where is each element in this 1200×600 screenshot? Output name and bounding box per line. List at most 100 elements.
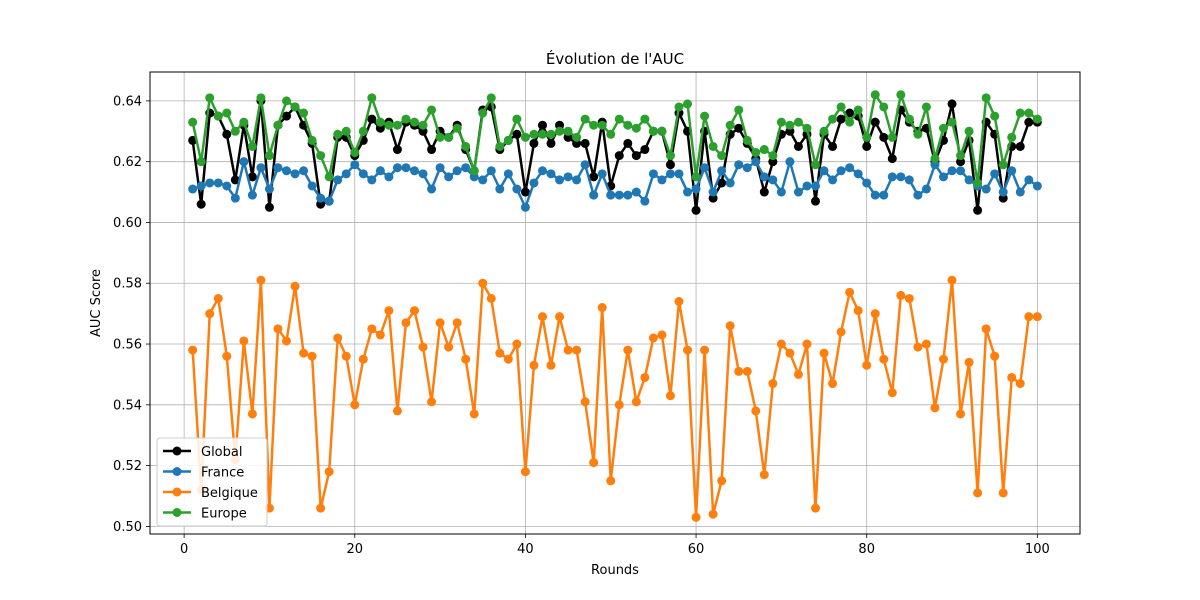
data-point-france	[657, 175, 667, 185]
data-point-france	[503, 169, 513, 179]
data-point-europe	[631, 123, 641, 133]
axes-frame	[149, 71, 1081, 535]
series-line-europe	[191, 93, 1039, 185]
data-point-belgique	[973, 488, 983, 498]
data-point-belgique	[879, 354, 889, 364]
data-point-europe	[648, 126, 658, 136]
data-point-europe	[188, 117, 198, 127]
data-point-france	[665, 169, 675, 179]
data-point-belgique	[384, 306, 394, 316]
data-point-belgique	[350, 400, 360, 410]
data-point-france	[427, 184, 437, 194]
data-point-belgique	[478, 278, 488, 288]
data-point-belgique	[546, 360, 556, 370]
data-point-belgique	[435, 318, 445, 328]
legend-label-belgique: Belgique	[201, 486, 258, 501]
data-point-belgique	[1032, 312, 1042, 322]
data-point-europe	[537, 129, 547, 139]
data-point-belgique	[683, 345, 693, 355]
y-tick-label: 0.62	[113, 155, 142, 170]
data-point-global	[529, 138, 539, 148]
data-point-europe	[998, 160, 1008, 170]
data-point-europe	[930, 154, 940, 164]
data-point-europe	[273, 120, 283, 130]
data-point-france	[230, 193, 240, 203]
data-point-france	[273, 163, 283, 173]
data-point-france	[904, 175, 914, 185]
data-point-france	[597, 169, 607, 179]
data-point-global	[264, 202, 274, 212]
data-point-france	[358, 169, 368, 179]
data-point-france	[819, 166, 829, 176]
data-point-belgique	[307, 351, 317, 361]
data-point-europe	[230, 126, 240, 136]
data-point-france	[367, 175, 377, 185]
x-tick-label: 40	[517, 542, 534, 557]
data-point-belgique	[512, 339, 522, 349]
data-point-france	[375, 166, 385, 176]
data-point-france	[674, 169, 684, 179]
data-point-france	[751, 157, 761, 167]
data-point-belgique	[529, 360, 539, 370]
data-point-europe	[384, 120, 394, 130]
data-point-global	[392, 145, 402, 155]
data-point-france	[811, 181, 820, 191]
data-point-global	[537, 120, 547, 130]
data-point-france	[921, 184, 931, 194]
data-point-france	[239, 157, 249, 167]
data-point-global	[222, 129, 232, 139]
data-point-europe	[640, 114, 650, 124]
data-point-belgique	[324, 467, 334, 477]
data-point-belgique	[981, 324, 991, 334]
data-point-europe	[708, 141, 718, 151]
data-point-global	[623, 138, 633, 148]
data-point-global	[1015, 141, 1025, 151]
chart-title: Évolution de l'AUC	[546, 49, 684, 68]
data-point-france	[350, 160, 360, 170]
y-tick-label: 0.56	[113, 338, 142, 353]
data-point-europe	[759, 145, 769, 155]
data-point-belgique	[452, 318, 462, 328]
data-point-france	[486, 166, 496, 176]
data-point-france	[589, 190, 599, 200]
data-point-france	[836, 166, 846, 176]
legend-marker-europe	[172, 508, 182, 517]
y-tick-label: 0.64	[113, 94, 142, 109]
data-point-belgique	[614, 400, 624, 410]
data-point-france	[418, 169, 428, 179]
data-point-belgique	[205, 309, 215, 319]
data-point-europe	[452, 123, 462, 133]
data-point-global	[734, 123, 744, 133]
data-point-belgique	[367, 324, 377, 334]
data-point-europe	[606, 129, 616, 139]
data-point-europe	[478, 108, 488, 118]
data-point-belgique	[734, 366, 744, 376]
data-point-global	[512, 129, 522, 139]
data-point-europe	[691, 172, 701, 182]
data-point-europe	[495, 141, 505, 151]
data-point-france	[529, 178, 539, 188]
data-point-europe	[845, 117, 855, 127]
data-point-europe	[529, 129, 539, 139]
data-point-france	[401, 163, 411, 173]
series-europe	[188, 90, 1042, 188]
data-point-europe	[316, 151, 326, 161]
data-point-europe	[222, 108, 232, 118]
data-point-europe	[768, 151, 778, 161]
data-point-belgique	[486, 293, 496, 303]
data-point-france	[956, 166, 966, 176]
data-point-france	[700, 163, 710, 173]
data-point-europe	[589, 120, 599, 130]
data-point-france	[512, 184, 522, 194]
data-point-belgique	[213, 293, 223, 303]
data-point-france	[887, 172, 897, 182]
data-point-global	[640, 145, 650, 155]
data-point-france	[452, 166, 462, 176]
data-point-europe	[392, 120, 402, 130]
data-point-belgique	[537, 312, 547, 322]
data-point-europe	[299, 108, 309, 118]
legend-label-france: France	[201, 466, 244, 481]
y-tick-label: 0.54	[113, 398, 142, 413]
data-point-europe	[1032, 114, 1042, 124]
